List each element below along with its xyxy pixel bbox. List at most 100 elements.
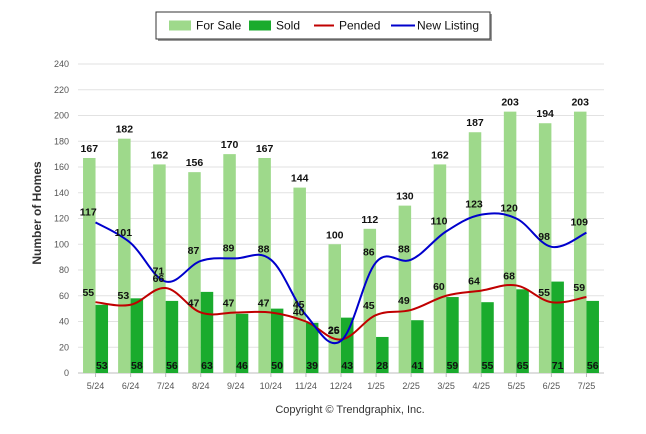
x-tick-label: 6/24 — [122, 381, 140, 391]
x-tick-label: 9/24 — [227, 381, 245, 391]
label-for-sale: 162 — [431, 149, 449, 161]
bar-sold — [446, 297, 459, 373]
label-for-sale: 167 — [256, 143, 274, 155]
label-new-listing: 89 — [223, 242, 235, 254]
y-tick-label: 60 — [59, 291, 69, 301]
bar-sold — [270, 308, 284, 373]
label-sold: 56 — [587, 360, 599, 372]
y-axis-label: Number of Homes — [30, 161, 44, 265]
data-labels: 167 182 162 156 170 167 144 100 112 130 162 187 203 1… — [80, 97, 599, 372]
label-new-listing: 45 — [293, 299, 305, 311]
label-for-sale: 187 — [466, 117, 484, 129]
copyright-text: Copyright © Trendgraphix, Inc. — [275, 404, 424, 416]
bar-sold — [376, 336, 389, 373]
label-for-sale: 130 — [396, 191, 414, 203]
bar-for-sale — [188, 172, 201, 373]
y-tick-label: 180 — [54, 136, 69, 146]
bar-sold — [95, 304, 109, 373]
legend-for-sale-label: For Sale — [196, 19, 242, 33]
y-tick-label: 80 — [59, 265, 69, 275]
label-sold: 63 — [201, 360, 213, 372]
label-pended: 45 — [363, 300, 375, 312]
label-sold: 55 — [482, 360, 494, 372]
label-new-listing: 87 — [188, 245, 200, 257]
y-tick-label: 220 — [54, 85, 69, 95]
lines — [95, 212, 587, 345]
label-pended: 59 — [573, 282, 585, 294]
label-pended: 55 — [82, 287, 94, 299]
label-sold: 43 — [341, 360, 353, 372]
label-for-sale: 203 — [571, 97, 589, 109]
x-tick-label: 5/25 — [508, 381, 526, 391]
x-tick-label: 12/24 — [330, 381, 353, 391]
label-new-listing: 71 — [153, 266, 165, 278]
bar-for-sale — [223, 154, 236, 373]
label-sold: 56 — [166, 360, 178, 372]
y-tick-label: 160 — [54, 162, 69, 172]
bar-for-sale — [433, 164, 447, 373]
y-tick-label: 100 — [54, 239, 69, 249]
bar-sold — [551, 281, 564, 373]
x-tick-label: 4/25 — [473, 381, 491, 391]
bar-for-sale — [258, 157, 271, 373]
y-tick-label: 240 — [54, 59, 69, 69]
label-sold: 28 — [376, 360, 388, 372]
bar-for-sale — [468, 132, 482, 373]
label-pended: 47 — [223, 297, 235, 309]
label-sold: 41 — [412, 360, 424, 372]
x-tick-label: 6/25 — [543, 381, 561, 391]
x-tick-label: 11/24 — [295, 381, 317, 391]
label-sold: 46 — [236, 360, 248, 372]
label-new-listing: 117 — [80, 206, 97, 218]
bar-sold — [165, 300, 179, 373]
legend-box — [155, 11, 491, 40]
label-new-listing: 110 — [430, 215, 447, 227]
y-tick-label: 40 — [59, 317, 69, 327]
legend-pended-label: Pended — [339, 19, 380, 33]
y-tick-label: 140 — [54, 188, 69, 198]
bars — [83, 111, 599, 373]
label-for-sale: 203 — [501, 97, 519, 109]
bar-sold — [341, 317, 354, 373]
label-new-listing: 86 — [363, 246, 375, 258]
legend-new-listing-label: New Listing — [417, 19, 479, 33]
label-sold: 65 — [517, 360, 529, 372]
label-pended: 66 — [153, 273, 165, 285]
bar-for-sale — [293, 187, 306, 373]
label-for-sale: 162 — [151, 149, 169, 161]
x-tick-label: 8/24 — [192, 381, 210, 391]
y-tick-label: 200 — [54, 111, 69, 121]
x-tick-label: 1/25 — [367, 381, 385, 391]
label-pended: 26 — [328, 325, 340, 337]
label-pended: 40 — [293, 307, 305, 319]
label-new-listing: 98 — [538, 231, 550, 243]
label-new-listing: 88 — [258, 244, 270, 256]
label-for-sale: 170 — [221, 139, 239, 151]
bar-for-sale — [328, 244, 341, 373]
label-for-sale: 167 — [81, 143, 99, 155]
y-tick-label: 20 — [59, 342, 69, 352]
label-new-listing: 123 — [465, 199, 483, 211]
line-new-listing — [95, 212, 587, 345]
bar-for-sale — [153, 164, 166, 373]
bar-sold — [305, 322, 319, 373]
label-pended: 53 — [118, 290, 130, 302]
label-new-listing: 88 — [398, 244, 410, 256]
label-for-sale: 144 — [291, 173, 309, 185]
label-new-listing: 101 — [115, 227, 133, 239]
bar-for-sale — [83, 157, 96, 373]
bar-for-sale — [538, 123, 552, 373]
label-pended: 55 — [538, 287, 550, 299]
bar-sold — [516, 289, 529, 373]
x-tick-label: 2/25 — [402, 381, 420, 391]
bar-sold — [481, 302, 494, 373]
label-pended: 49 — [398, 295, 410, 307]
label-for-sale: 182 — [116, 124, 134, 136]
bar-sold — [235, 313, 249, 373]
bar-for-sale — [573, 111, 587, 373]
label-for-sale: 156 — [186, 157, 204, 169]
label-pended: 68 — [503, 270, 515, 282]
label-sold: 58 — [131, 360, 143, 372]
legend-sold-label: Sold — [276, 19, 300, 33]
